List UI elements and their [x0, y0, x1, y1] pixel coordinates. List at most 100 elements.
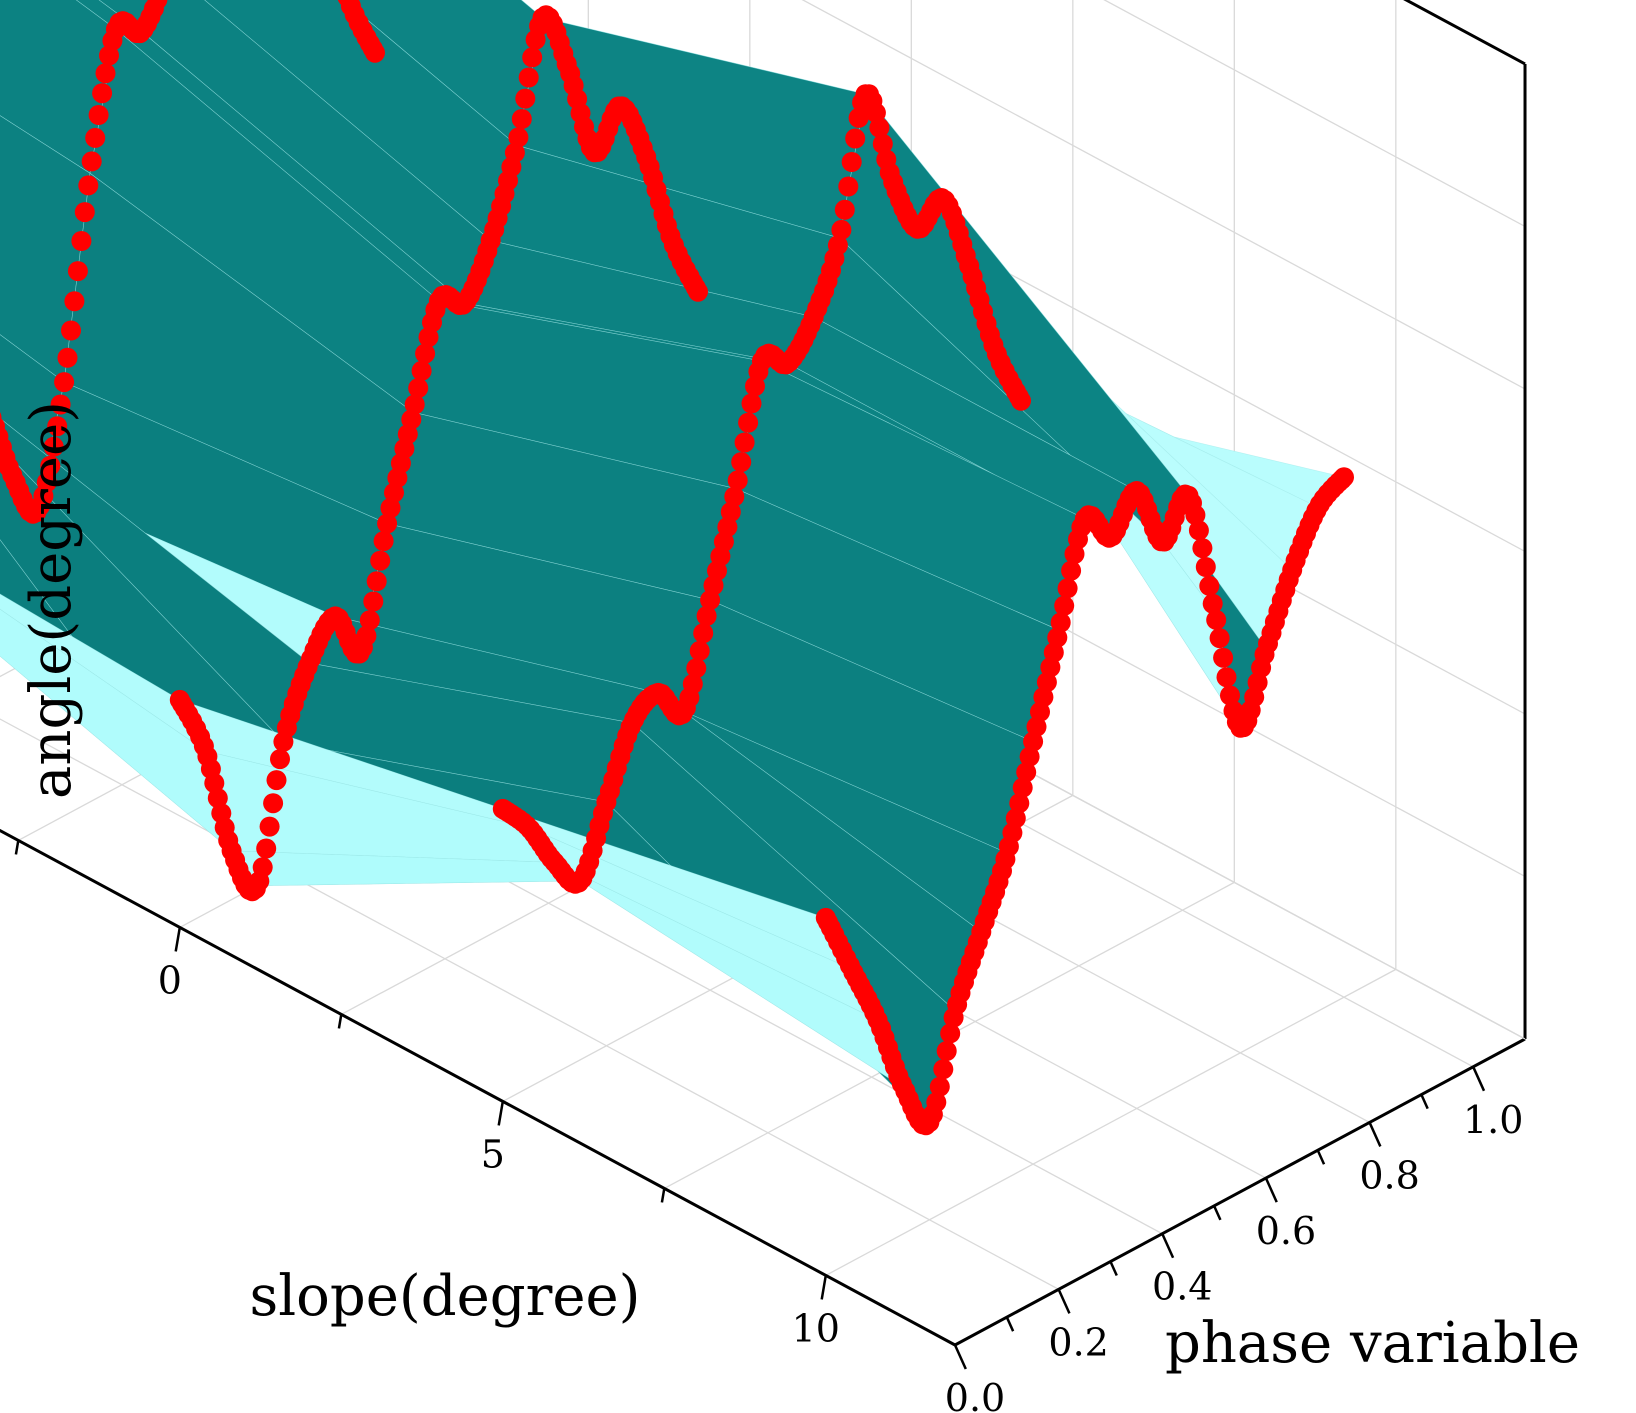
data-point: [522, 47, 543, 68]
data-point: [741, 393, 762, 414]
y-tick: [1316, 1149, 1326, 1165]
data-point: [734, 432, 755, 453]
data-point: [727, 470, 748, 491]
data-point: [78, 175, 99, 196]
y-axis-title: phase variable: [1165, 1311, 1580, 1376]
data-point: [511, 109, 532, 129]
data-point: [693, 623, 714, 644]
data-point: [1188, 520, 1209, 541]
data-point: [1213, 647, 1234, 668]
y-tick: [1212, 1205, 1222, 1221]
data-point: [926, 1092, 947, 1113]
data-point: [940, 1023, 961, 1044]
y-tick: [1264, 1177, 1278, 1203]
data-point: [834, 199, 855, 220]
x-tick: [497, 1101, 505, 1126]
data-point: [1011, 390, 1031, 411]
data-point: [1206, 609, 1227, 630]
series-curve: [492, 84, 1031, 894]
data-point: [147, 0, 168, 10]
data-point: [363, 591, 384, 612]
data-point: [74, 202, 95, 223]
y-tick-label: 0.2: [1048, 1320, 1108, 1364]
x-tick: [337, 1014, 343, 1029]
data-point: [95, 63, 116, 84]
data-point: [408, 378, 429, 399]
data-point: [933, 1059, 954, 1080]
y-tick: [953, 1344, 967, 1370]
data-point: [1054, 595, 1075, 616]
data-point: [515, 88, 536, 109]
data-point: [356, 625, 377, 646]
data-point: [256, 838, 277, 859]
data-point: [696, 606, 717, 626]
x-tick-label: 10: [792, 1306, 840, 1350]
data-point: [738, 412, 759, 433]
data-point: [872, 133, 893, 154]
data-point: [411, 360, 432, 381]
data-point: [865, 102, 886, 123]
data-point: [366, 571, 387, 592]
x-axis-title: slope(degree): [250, 1264, 641, 1329]
data-point: [40, 455, 61, 476]
y-tick: [1420, 1094, 1429, 1110]
data-point: [1016, 762, 1037, 783]
data-point: [838, 176, 859, 197]
y-tick-label: 1.0: [1463, 1098, 1523, 1142]
data-point: [831, 219, 852, 240]
data-point: [204, 773, 225, 794]
data-point: [1220, 685, 1240, 706]
data-point: [689, 640, 710, 661]
data-point: [71, 231, 92, 251]
data-point: [404, 394, 425, 415]
data-point: [50, 394, 71, 415]
surface: [0, 0, 1345, 1123]
data-point: [57, 347, 78, 368]
data-point: [36, 472, 57, 493]
floor-gridline: [825, 968, 1397, 1276]
data-point: [1057, 578, 1078, 599]
x-tick: [14, 840, 20, 855]
data-point: [377, 513, 398, 534]
data-point: [717, 517, 738, 538]
data-point: [54, 372, 75, 393]
y-tick: [1109, 1261, 1118, 1277]
data-point: [263, 793, 284, 814]
y-tick: [1368, 1121, 1382, 1147]
data-point: [1012, 777, 1033, 798]
data-point: [1209, 628, 1230, 649]
data-point: [731, 452, 752, 473]
y-tick-label: 0.6: [1256, 1209, 1316, 1253]
data-point: [1026, 716, 1047, 737]
series-curve: [815, 467, 1354, 1136]
data-point: [401, 409, 422, 430]
data-point: [259, 816, 280, 837]
data-point: [43, 436, 64, 457]
data-point: [61, 320, 81, 341]
data-point: [936, 1041, 957, 1061]
data-point: [92, 83, 113, 104]
data-point: [1036, 672, 1057, 693]
data-point: [1202, 593, 1223, 614]
y-tick: [1161, 1233, 1175, 1259]
x-tick-label: 0: [158, 958, 182, 1002]
series-curve: [0, 0, 385, 524]
data-point: [504, 142, 525, 163]
y-tick: [1057, 1288, 1071, 1314]
data-point: [1192, 538, 1213, 559]
data-point: [88, 105, 109, 125]
y-tick-label: 0.4: [1152, 1265, 1212, 1309]
data-point: [845, 128, 866, 149]
data-point: [1005, 808, 1026, 829]
data-point: [827, 235, 848, 256]
data-point: [1009, 793, 1030, 814]
x-tick: [174, 927, 182, 952]
data-point: [370, 550, 391, 571]
data-point: [841, 152, 862, 172]
data-point: [359, 610, 380, 631]
data-point: [682, 674, 703, 694]
data-point: [929, 1076, 950, 1097]
axes: [0, 0, 1527, 1370]
